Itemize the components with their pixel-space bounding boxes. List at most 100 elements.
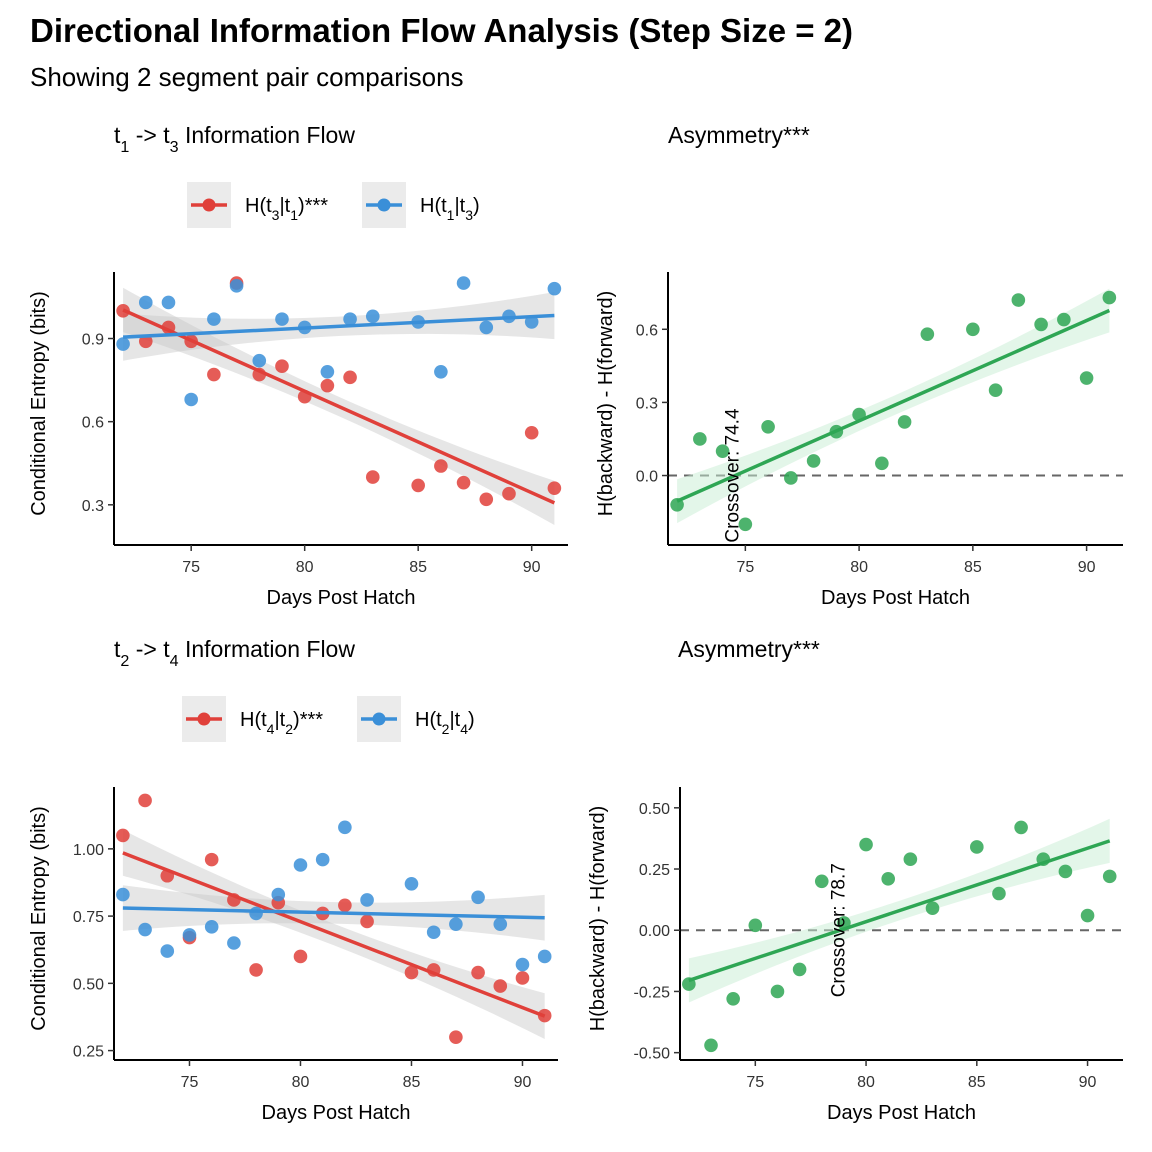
data-point — [693, 432, 707, 446]
data-point — [161, 295, 176, 310]
data-point — [524, 425, 539, 440]
y-tick-label: 0.75 — [73, 909, 104, 926]
panel-title: t1 -> t3 Information Flow — [114, 122, 355, 156]
data-point — [1011, 293, 1026, 307]
data-point — [547, 481, 562, 495]
y-tick-label: 0.3 — [82, 498, 104, 515]
data-point — [207, 367, 221, 382]
data-point — [320, 378, 335, 393]
data-point — [338, 820, 352, 835]
data-point — [434, 459, 448, 473]
data-point — [404, 877, 419, 891]
data-point — [229, 279, 244, 293]
data-point — [456, 276, 471, 290]
data-point — [792, 962, 807, 977]
data-point — [859, 837, 873, 852]
data-point — [770, 984, 785, 999]
y-tick-label: 0.50 — [73, 976, 104, 993]
y-tick-label: 0.25 — [73, 1044, 104, 1061]
x-tick-label: 90 — [523, 559, 541, 576]
data-point — [293, 858, 308, 872]
data-point — [537, 949, 552, 964]
legend-label: H(t4|t2)*** — [240, 709, 323, 737]
x-tick-label: 80 — [292, 1074, 310, 1091]
data-point — [275, 359, 289, 374]
data-point — [881, 872, 896, 886]
data-point — [293, 949, 308, 964]
legend-item: H(t2|t4) — [357, 696, 475, 742]
legend-key-point — [372, 712, 386, 726]
data-point — [426, 925, 441, 940]
panel-title: t2 -> t4 Information Flow — [114, 636, 355, 670]
legend-label: H(t1|t3) — [420, 195, 480, 223]
data-point — [404, 965, 419, 980]
y-axis-label: Conditional Entropy (bits) — [28, 806, 50, 1031]
data-point — [160, 944, 175, 958]
panel-title: Asymmetry*** — [668, 122, 810, 148]
data-point — [227, 936, 241, 950]
data-point — [249, 906, 263, 921]
x-tick-label: 90 — [1079, 1074, 1097, 1091]
figure-title: Directional Information Flow Analysis (S… — [30, 12, 853, 49]
y-tick-label: 0.6 — [636, 322, 658, 339]
y-tick-label: 0.3 — [636, 395, 658, 412]
regression-line — [122, 308, 556, 505]
data-point — [875, 456, 889, 471]
x-tick-label: 80 — [857, 1074, 875, 1091]
data-point — [365, 309, 380, 324]
y-tick-label: 0.25 — [639, 862, 670, 879]
data-point — [204, 852, 219, 867]
data-point — [182, 928, 197, 942]
data-point — [471, 965, 485, 980]
regression-line — [688, 839, 1111, 983]
data-point — [1102, 869, 1117, 884]
x-tick-label: 85 — [964, 559, 982, 576]
data-point — [343, 312, 357, 326]
data-point — [271, 887, 286, 902]
data-point — [502, 486, 516, 501]
data-point — [761, 419, 775, 434]
data-point — [903, 852, 918, 867]
figure-subtitle: Showing 2 segment pair comparisons — [30, 62, 464, 92]
data-point — [204, 920, 219, 934]
panel-p1: t1 -> t3 Information Flow H(t3|t1)*** H(t1… — [28, 122, 568, 609]
data-point — [493, 979, 508, 993]
data-point — [806, 454, 821, 468]
data-point — [138, 922, 152, 937]
data-point — [449, 917, 463, 931]
legend-item: H(t4|t2)*** — [182, 696, 323, 742]
data-point — [925, 901, 940, 915]
data-point — [920, 327, 935, 341]
data-point — [1014, 820, 1028, 835]
data-point — [1057, 312, 1071, 327]
regression-line — [122, 906, 545, 920]
data-point — [411, 478, 425, 493]
y-tick-label: -0.50 — [634, 1046, 671, 1063]
data-point — [1058, 864, 1073, 879]
data-point — [715, 444, 730, 458]
x-tick-label: 80 — [296, 559, 314, 576]
regression-line — [676, 308, 1111, 503]
data-point — [360, 914, 374, 929]
data-point — [897, 415, 912, 429]
panel-p3: t2 -> t4 Information Flow H(t4|t2)*** H(t2… — [28, 636, 558, 1124]
data-point — [275, 312, 289, 326]
x-tick-label: 75 — [182, 559, 200, 576]
data-point — [116, 337, 130, 351]
x-tick-label: 80 — [850, 559, 868, 576]
data-point — [992, 886, 1006, 901]
legend-key-point — [377, 198, 391, 212]
y-tick-label: 1.00 — [73, 842, 104, 859]
data-point — [1079, 371, 1094, 385]
data-point — [748, 918, 763, 933]
series-asymmetry — [682, 820, 1117, 1053]
data-point — [784, 471, 798, 485]
data-point — [515, 957, 530, 972]
data-point — [738, 517, 753, 532]
data-point — [207, 312, 221, 326]
y-axis-label: Conditional Entropy (bits) — [28, 291, 50, 516]
x-tick-label: 90 — [1078, 559, 1096, 576]
y-tick-label: -0.25 — [634, 984, 671, 1001]
data-point — [814, 874, 829, 889]
regression-line — [122, 313, 555, 339]
